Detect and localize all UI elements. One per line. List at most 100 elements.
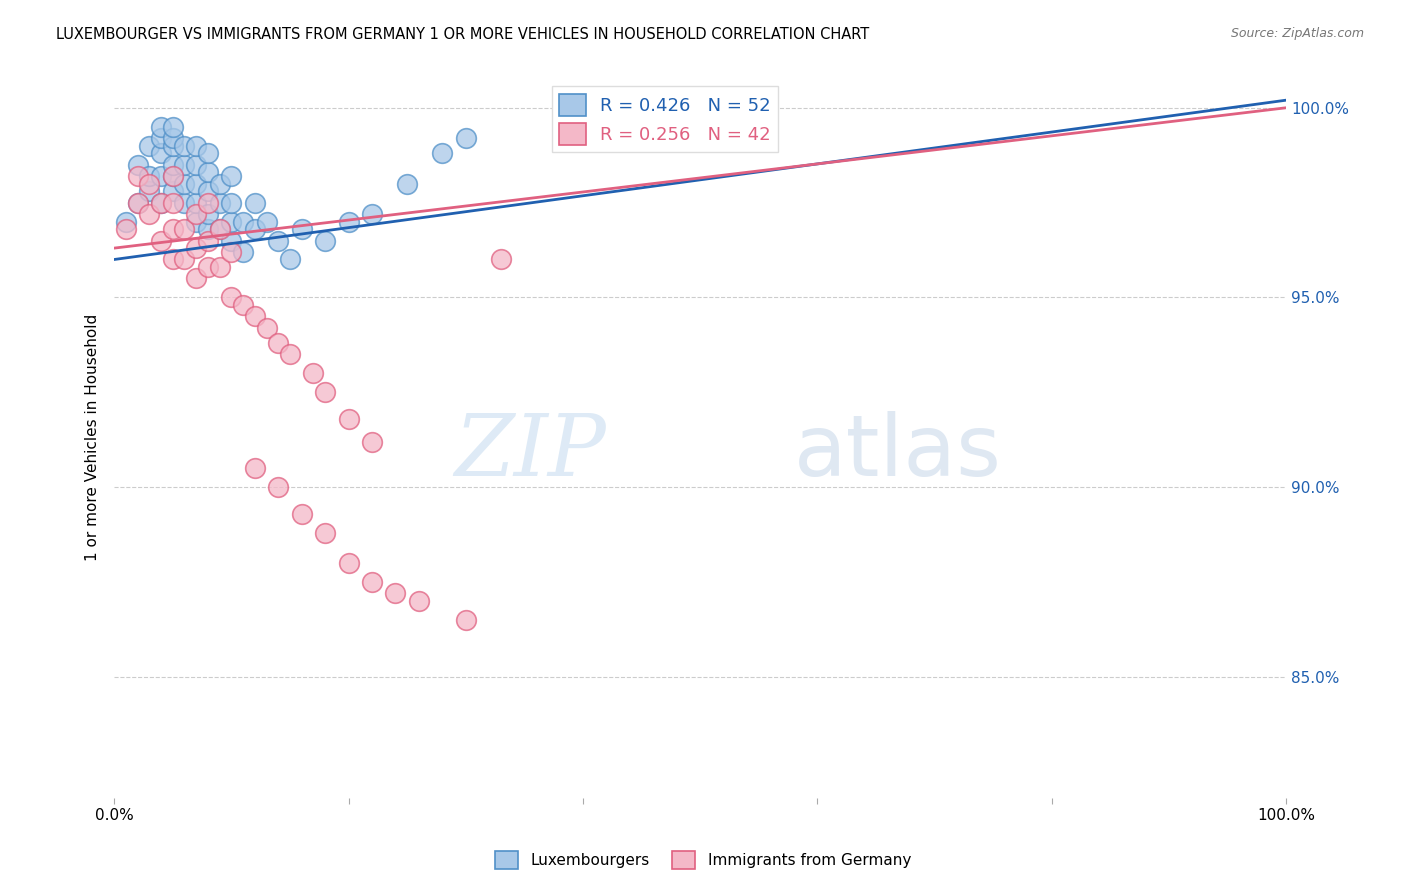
Point [127,195,149,210]
Point [221,244,243,259]
Point [361,574,384,589]
Legend: R = 0.426   N = 52, R = 0.256   N = 42: R = 0.426 N = 52, R = 0.256 N = 42 [551,87,778,153]
Point [197,260,219,274]
Point [197,207,219,221]
Point [314,385,336,400]
Point [314,234,336,248]
Point [232,244,254,259]
Point [243,195,266,210]
Point [197,234,219,248]
Text: ZIP: ZIP [454,411,606,493]
Point [208,260,231,274]
Point [278,252,301,267]
Point [208,177,231,191]
Point [150,234,173,248]
Point [186,158,208,172]
Point [138,138,160,153]
Point [173,138,195,153]
Point [278,347,301,361]
Point [314,525,336,540]
Point [232,214,254,228]
Point [384,586,406,600]
Point [291,222,314,236]
Point [454,131,477,145]
Point [208,195,231,210]
Point [162,131,184,145]
Text: Source: ZipAtlas.com: Source: ZipAtlas.com [1230,27,1364,40]
Point [267,480,290,494]
Point [127,158,149,172]
Point [432,146,454,161]
Point [197,184,219,198]
Point [138,207,160,221]
Point [221,234,243,248]
Point [115,214,138,228]
Point [302,366,325,380]
Point [162,169,184,183]
Point [150,146,173,161]
Point [173,158,195,172]
Point [232,298,254,312]
Point [337,214,360,228]
Point [173,177,195,191]
Text: LUXEMBOURGER VS IMMIGRANTS FROM GERMANY 1 OR MORE VEHICLES IN HOUSEHOLD CORRELAT: LUXEMBOURGER VS IMMIGRANTS FROM GERMANY … [56,27,869,42]
Point [396,177,419,191]
Point [243,461,266,475]
Point [173,252,195,267]
Point [186,138,208,153]
Point [197,222,219,236]
Point [197,195,219,210]
Point [337,411,360,425]
Point [150,131,173,145]
Point [127,169,149,183]
Point [489,252,512,267]
Point [162,120,184,134]
Point [454,613,477,627]
Y-axis label: 1 or more Vehicles in Household: 1 or more Vehicles in Household [86,314,100,561]
Point [150,195,173,210]
Legend: Luxembourgers, Immigrants from Germany: Luxembourgers, Immigrants from Germany [489,845,917,875]
Point [361,207,384,221]
Point [243,310,266,324]
Point [150,195,173,210]
Point [243,222,266,236]
Point [186,214,208,228]
Point [361,434,384,449]
Point [267,335,290,350]
Text: atlas: atlas [794,410,1002,493]
Point [186,195,208,210]
Point [221,290,243,304]
Point [162,195,184,210]
Point [197,165,219,179]
Point [256,214,278,228]
Point [150,169,173,183]
Point [162,184,184,198]
Point [221,214,243,228]
Point [138,184,160,198]
Point [291,507,314,521]
Point [162,158,184,172]
Point [408,594,430,608]
Point [256,320,278,334]
Point [186,177,208,191]
Point [208,222,231,236]
Point [173,195,195,210]
Point [197,146,219,161]
Point [208,222,231,236]
Point [162,252,184,267]
Point [186,207,208,221]
Point [150,120,173,134]
Point [138,177,160,191]
Point [267,234,290,248]
Point [173,222,195,236]
Point [127,195,149,210]
Point [186,271,208,285]
Point [115,222,138,236]
Point [337,556,360,570]
Point [186,241,208,255]
Point [221,195,243,210]
Point [162,169,184,183]
Point [221,169,243,183]
Point [138,169,160,183]
Point [162,222,184,236]
